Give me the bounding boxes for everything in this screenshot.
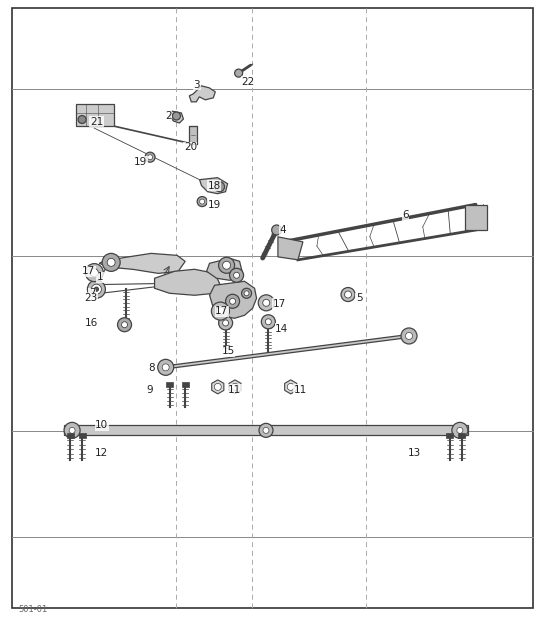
Bar xyxy=(78,433,86,438)
Circle shape xyxy=(258,295,274,311)
Text: 17: 17 xyxy=(272,299,286,309)
Circle shape xyxy=(162,364,169,371)
Circle shape xyxy=(211,302,229,320)
Text: 5: 5 xyxy=(356,293,362,303)
Text: 15: 15 xyxy=(222,347,235,356)
Circle shape xyxy=(102,253,120,271)
Circle shape xyxy=(78,116,86,124)
Circle shape xyxy=(158,359,174,376)
Text: 4: 4 xyxy=(280,225,286,235)
Text: 14: 14 xyxy=(275,324,288,334)
Circle shape xyxy=(219,257,234,273)
Polygon shape xyxy=(189,86,215,102)
Circle shape xyxy=(232,383,239,391)
Polygon shape xyxy=(212,380,224,394)
Bar xyxy=(189,126,197,144)
Text: 23: 23 xyxy=(84,293,98,303)
Bar xyxy=(446,433,453,438)
Circle shape xyxy=(241,288,252,298)
Polygon shape xyxy=(278,237,303,260)
Text: 16: 16 xyxy=(84,318,98,328)
Circle shape xyxy=(287,383,294,391)
Text: 19: 19 xyxy=(134,157,148,167)
Text: 20: 20 xyxy=(184,142,197,152)
Text: 18: 18 xyxy=(208,181,221,191)
Circle shape xyxy=(216,307,225,315)
Circle shape xyxy=(145,152,155,162)
Circle shape xyxy=(64,423,80,438)
Bar xyxy=(76,104,114,126)
Text: 9: 9 xyxy=(146,385,153,395)
Bar xyxy=(458,433,465,438)
Circle shape xyxy=(229,268,244,282)
Text: 8: 8 xyxy=(149,363,155,373)
Circle shape xyxy=(118,318,131,332)
Circle shape xyxy=(86,264,104,281)
Polygon shape xyxy=(284,380,297,394)
Circle shape xyxy=(199,199,205,204)
Circle shape xyxy=(457,428,463,433)
Text: 17: 17 xyxy=(82,266,95,276)
Polygon shape xyxy=(199,178,228,193)
Text: 19: 19 xyxy=(208,200,221,210)
Polygon shape xyxy=(229,380,241,394)
Circle shape xyxy=(452,423,468,438)
Circle shape xyxy=(229,298,235,305)
Circle shape xyxy=(262,315,275,329)
Polygon shape xyxy=(207,258,243,280)
Circle shape xyxy=(107,258,115,266)
Circle shape xyxy=(90,269,98,276)
Circle shape xyxy=(215,181,225,192)
Circle shape xyxy=(214,383,221,391)
Bar xyxy=(182,382,189,387)
Text: 6: 6 xyxy=(402,210,409,220)
Circle shape xyxy=(92,284,101,294)
Circle shape xyxy=(235,69,243,77)
Bar xyxy=(465,205,487,230)
Text: 1: 1 xyxy=(96,273,103,283)
Text: 12: 12 xyxy=(95,448,108,458)
Circle shape xyxy=(219,316,233,330)
Circle shape xyxy=(69,428,75,433)
Text: 7: 7 xyxy=(89,288,95,298)
Polygon shape xyxy=(160,335,415,368)
Text: 501-01: 501-01 xyxy=(18,605,47,614)
Circle shape xyxy=(122,322,128,328)
Text: 21: 21 xyxy=(90,117,103,127)
Circle shape xyxy=(148,154,153,160)
Text: 13: 13 xyxy=(408,448,421,458)
Text: 17: 17 xyxy=(215,306,228,316)
Circle shape xyxy=(265,319,271,325)
Polygon shape xyxy=(155,269,220,295)
Circle shape xyxy=(341,288,355,301)
Circle shape xyxy=(259,423,273,437)
Circle shape xyxy=(226,295,240,308)
Polygon shape xyxy=(99,253,185,273)
Text: 3: 3 xyxy=(193,80,200,90)
Bar xyxy=(166,382,173,387)
Circle shape xyxy=(344,291,352,298)
Circle shape xyxy=(263,300,270,306)
Circle shape xyxy=(405,332,413,340)
Polygon shape xyxy=(64,425,468,435)
Polygon shape xyxy=(169,111,184,123)
Circle shape xyxy=(271,225,282,235)
Text: 10: 10 xyxy=(95,420,108,430)
Circle shape xyxy=(244,291,249,296)
Circle shape xyxy=(401,328,417,344)
Circle shape xyxy=(172,112,180,120)
Circle shape xyxy=(197,197,207,207)
Circle shape xyxy=(222,320,228,326)
Circle shape xyxy=(87,280,105,298)
Polygon shape xyxy=(210,281,257,318)
Circle shape xyxy=(94,287,99,291)
Circle shape xyxy=(222,261,231,269)
Bar xyxy=(66,433,74,438)
Text: 11: 11 xyxy=(293,385,307,395)
Circle shape xyxy=(263,428,269,433)
Text: 22: 22 xyxy=(241,77,255,87)
Text: 2: 2 xyxy=(165,111,172,121)
Text: 11: 11 xyxy=(228,385,241,395)
Circle shape xyxy=(234,273,240,278)
